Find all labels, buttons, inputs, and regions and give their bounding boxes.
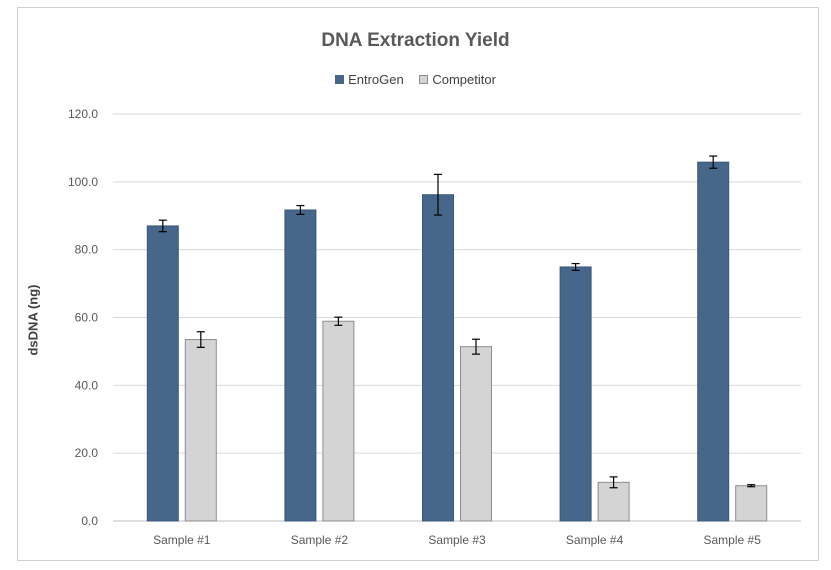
x-tick-label: Sample #5: [704, 533, 762, 547]
bar-entrogen-3: [422, 194, 454, 522]
x-tick-label: Sample #3: [428, 533, 486, 547]
bar-entrogen-2: [284, 209, 317, 522]
x-tick-label: Sample #1: [153, 533, 211, 547]
y-tick-label: 40.0: [75, 378, 99, 392]
chart-legend: EntroGen Competitor: [0, 72, 831, 87]
bar-competitor-1: [184, 339, 217, 522]
y-tick-label: 60.0: [75, 311, 99, 325]
y-tick-label: 120.0: [68, 107, 98, 121]
bar-competitor-2: [322, 320, 355, 522]
x-tick-label: Sample #2: [291, 533, 349, 547]
legend-swatch-competitor: [419, 75, 429, 84]
legend-swatch-entrogen: [335, 75, 345, 84]
bar-entrogen-1: [146, 225, 179, 522]
bar-entrogen-5: [697, 161, 730, 522]
legend-item-entrogen: EntroGen: [335, 72, 404, 87]
legend-label-entrogen: EntroGen: [348, 72, 404, 87]
y-tick-label: 100.0: [68, 175, 98, 189]
bar-competitor-5: [735, 485, 768, 522]
x-tick-label: Sample #4: [566, 533, 624, 547]
chart-title: DNA Extraction Yield: [321, 30, 510, 51]
bar-entrogen-4: [559, 266, 592, 522]
y-tick-label: 20.0: [75, 446, 99, 460]
bar-competitor-3: [460, 346, 492, 522]
y-tick-label: 80.0: [75, 243, 99, 257]
bar-competitor-4: [597, 481, 630, 522]
y-tick-label: 0.0: [81, 514, 98, 528]
legend-item-competitor: Competitor: [419, 72, 496, 87]
legend-label-competitor: Competitor: [432, 72, 496, 87]
